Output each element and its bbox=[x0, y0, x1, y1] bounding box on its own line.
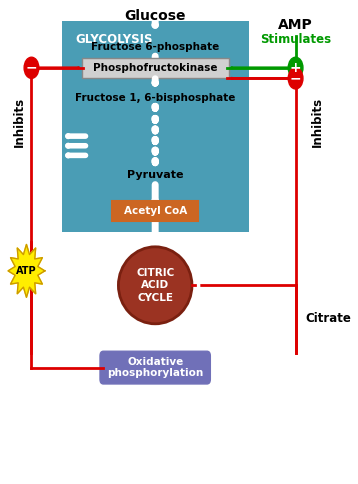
Text: Inhibits: Inhibits bbox=[311, 97, 324, 147]
Polygon shape bbox=[8, 244, 45, 297]
Text: Inhibits: Inhibits bbox=[13, 97, 26, 147]
FancyBboxPatch shape bbox=[100, 351, 211, 384]
FancyBboxPatch shape bbox=[62, 21, 249, 232]
FancyBboxPatch shape bbox=[82, 58, 229, 78]
Text: Stimulates: Stimulates bbox=[260, 32, 331, 45]
Text: Fructose 1, 6-bisphosphate: Fructose 1, 6-bisphosphate bbox=[75, 92, 235, 103]
Text: Oxidative
phosphorylation: Oxidative phosphorylation bbox=[107, 357, 203, 378]
Circle shape bbox=[288, 57, 303, 78]
Text: Citrate: Citrate bbox=[306, 313, 352, 326]
Text: Pyruvate: Pyruvate bbox=[127, 169, 183, 180]
Ellipse shape bbox=[118, 247, 192, 324]
FancyBboxPatch shape bbox=[112, 201, 198, 221]
Text: Glucose: Glucose bbox=[125, 9, 186, 23]
Circle shape bbox=[24, 57, 39, 78]
Text: +: + bbox=[290, 61, 301, 75]
Text: AMP: AMP bbox=[278, 18, 313, 32]
Text: −: − bbox=[26, 61, 37, 75]
Circle shape bbox=[288, 68, 303, 89]
Text: GLYCOLYSIS: GLYCOLYSIS bbox=[75, 32, 153, 45]
Text: Fructose 6-phosphate: Fructose 6-phosphate bbox=[91, 42, 219, 52]
Text: ATP: ATP bbox=[16, 266, 37, 276]
Text: CITRIC
ACID
CYCLE: CITRIC ACID CYCLE bbox=[136, 268, 174, 302]
Text: Phosphofructokinase: Phosphofructokinase bbox=[93, 63, 217, 73]
Text: −: − bbox=[290, 71, 301, 85]
Text: Acetyl CoA: Acetyl CoA bbox=[124, 206, 187, 216]
